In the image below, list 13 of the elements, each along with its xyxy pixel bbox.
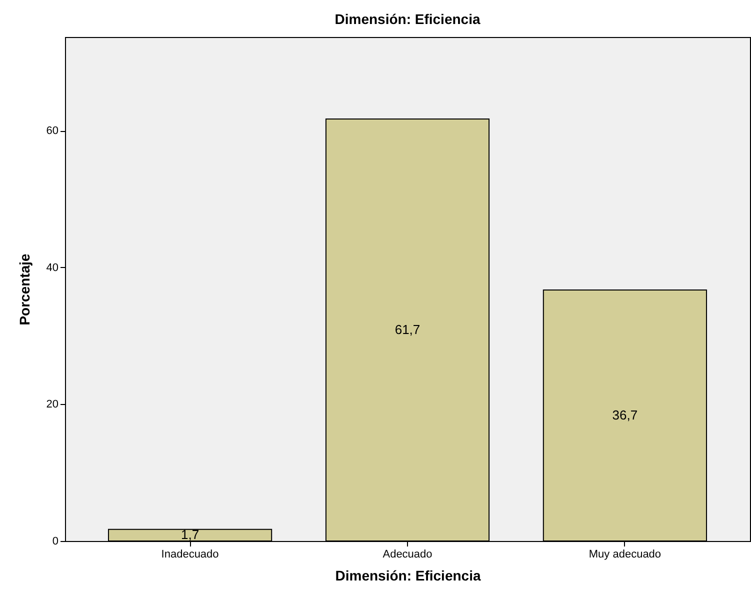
y-tick-label: 40 [46, 262, 58, 274]
y-tick-label: 60 [46, 125, 58, 138]
x-tick-label: Adecuado [382, 548, 432, 560]
chart-title: Dimensión: Eficiencia [334, 11, 480, 27]
data-label: 1,7 [181, 527, 200, 542]
y-tick-label: 0 [52, 536, 58, 548]
y-axis-title: Porcentaje [16, 253, 32, 326]
data-label: 61,7 [394, 322, 420, 338]
y-tick-label: 20 [46, 398, 58, 411]
x-tick-label: Muy adecuado [588, 548, 662, 560]
x-tick-label: Inadecuado [161, 548, 219, 560]
data-label: 36,7 [612, 408, 638, 423]
x-axis-title: Dimensión: Eficiencia [335, 568, 481, 584]
